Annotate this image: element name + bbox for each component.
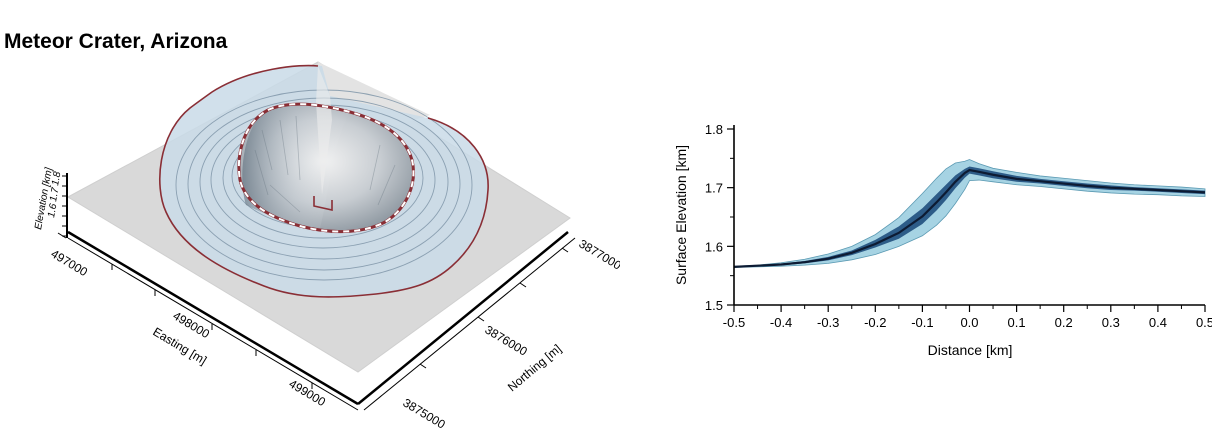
x-tick-label: 0.3 — [1102, 315, 1120, 330]
crater-texture — [254, 115, 396, 213]
x-tick-label: 0.5 — [1196, 315, 1212, 330]
crater-outline-dashed — [237, 102, 415, 234]
plot-area — [733, 159, 1206, 268]
rim-outline — [158, 64, 489, 298]
y-axis-label: Surface Elevation [km] — [673, 145, 689, 285]
y-tick-label: 1.5 — [705, 298, 723, 313]
y-tick-label: 1.7 — [705, 181, 723, 196]
elevation-tick-2: 1.8 — [50, 170, 63, 186]
x-tick-label: 0.1 — [1008, 315, 1026, 330]
northing-axis — [357, 231, 576, 411]
chart-title: Meteor Crater, Arizona — [4, 30, 228, 53]
x-axis-label: Distance [km] — [928, 342, 1013, 358]
outer-envelope — [733, 159, 1206, 268]
elevation-tick-0: 1.6 — [46, 202, 59, 218]
mean-profile-line — [733, 168, 1206, 268]
profile-cutaway — [316, 66, 332, 195]
x-tick-label: -0.5 — [723, 315, 745, 330]
y-tick-label: 1.6 — [705, 239, 723, 254]
crater-3d-surface: 497000 498000 499000 Easting [m] 3875000… — [33, 61, 620, 432]
inner-envelope — [734, 166, 1205, 268]
x-tick-label: -0.3 — [817, 315, 839, 330]
x-tick-label: 0.2 — [1055, 315, 1073, 330]
x-tick-label: -0.4 — [770, 315, 792, 330]
x-tick-label: -0.1 — [911, 315, 933, 330]
center-marker — [313, 196, 333, 211]
x-tick-label: 0.0 — [960, 315, 978, 330]
x-tick-label: -0.2 — [864, 315, 886, 330]
x-tick-label: 0.4 — [1149, 315, 1167, 330]
elevation-tick-1: 1.7 — [48, 186, 61, 202]
axes: -0.5 -0.4 -0.3 -0.2 -0.1 0.0 0.1 0.2 0.3 0.4 0.5 1.… — [705, 122, 1212, 330]
y-tick-label: 1.8 — [705, 122, 723, 137]
elevation-axis — [62, 173, 68, 238]
